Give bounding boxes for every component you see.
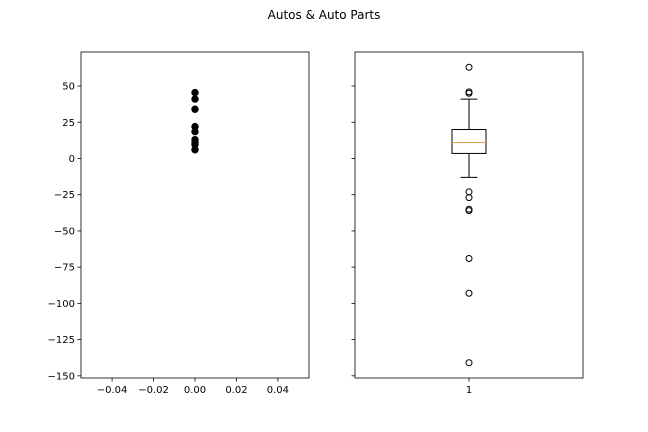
outlier-point xyxy=(465,194,473,202)
box-iqr xyxy=(451,129,487,154)
y-tick-label: −75 xyxy=(54,263,75,274)
x-tick-label: 0.04 xyxy=(267,385,289,396)
boxplot-panel: 1 xyxy=(351,51,584,396)
outlier-point xyxy=(465,89,473,97)
plot-frame xyxy=(354,51,584,379)
data-point xyxy=(191,146,199,154)
x-tick-label: −0.04 xyxy=(97,385,128,396)
plot-frame xyxy=(80,51,310,379)
data-point xyxy=(191,95,199,103)
y-tick-label: −50 xyxy=(54,226,75,237)
x-tick-label: 1 xyxy=(466,385,472,396)
data-point xyxy=(191,105,199,113)
outlier-point xyxy=(465,289,473,297)
data-point xyxy=(191,88,199,97)
y-tick-label: −150 xyxy=(48,371,75,382)
outlier-point xyxy=(465,63,473,71)
y-tick-label: 50 xyxy=(62,82,75,93)
y-tick-label: −125 xyxy=(48,335,75,346)
y-tick-label: 25 xyxy=(62,118,75,129)
y-tick-label: −25 xyxy=(54,190,75,201)
x-tick-label: −0.02 xyxy=(138,385,169,396)
y-tick-label: −100 xyxy=(48,299,75,310)
x-tick-label: 0.00 xyxy=(184,385,206,396)
data-point xyxy=(191,127,199,136)
outlier-point xyxy=(465,207,473,215)
y-tick-label: 0 xyxy=(69,154,75,165)
outlier-point xyxy=(465,359,473,367)
scatter-panel: 50 25 0 −25 −50 −75 −100 −125 −150 −0.04 −0.02 0.00… xyxy=(48,51,310,396)
outlier-point xyxy=(465,254,473,262)
chart-title: Autos & Auto Parts xyxy=(268,8,381,22)
x-tick-label: 0.02 xyxy=(225,385,247,396)
